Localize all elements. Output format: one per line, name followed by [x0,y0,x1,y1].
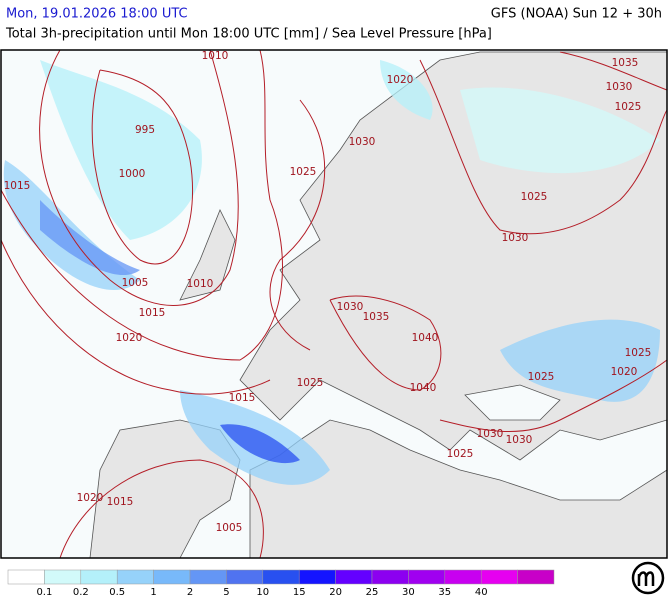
isobar-label: 1035 [612,57,639,69]
legend-swatch [298,569,336,585]
logo [631,561,665,595]
legend-label: 35 [438,587,451,598]
legend-label: 25 [366,587,379,598]
isobar-label: 1005 [122,277,149,289]
isobar-label: 1025 [528,371,555,383]
isobar-label: 1000 [119,168,146,180]
legend-swatch [116,569,154,585]
isobar-label: 1030 [477,428,504,440]
legend-label: 10 [256,587,269,598]
isobar-label: 1015 [4,180,31,192]
isobar-label: 1025 [615,101,642,113]
isobar-label: 1025 [447,448,474,460]
header-title: Mon, 19.01.2026 18:00 UTC [6,7,188,22]
legend-label: 20 [329,587,342,598]
isobar-label: 1025 [625,347,652,359]
isobar-label: 1030 [349,136,376,148]
black-sea [464,384,561,421]
map-frame [0,49,668,559]
isobar-label: 1025 [290,166,317,178]
legend-swatch [226,569,264,585]
legend-label: 30 [402,587,415,598]
isobar-label: 1010 [202,50,229,62]
isobar-label: 1020 [611,366,638,378]
isobar-label: 995 [135,124,155,136]
header-model: GFS (NOAA) Sun 12 + 30h [491,7,662,22]
isobar-label: 1015 [229,392,256,404]
legend-swatch [7,569,45,585]
isobar-label: 1030 [606,81,633,93]
legend-label: 0.2 [73,587,89,598]
legend-label: 0.1 [36,587,52,598]
land [89,51,668,559]
legend-swatch [371,569,409,585]
isobar-label: 1020 [387,74,414,86]
isobar-label: 1005 [216,522,243,534]
legend-label: 40 [475,587,488,598]
isobar-label: 1030 [337,301,364,313]
isobar-label: 1040 [412,332,439,344]
legend-swatch [44,569,82,585]
header-subtitle: Total 3h-precipitation until Mon 18:00 U… [5,27,492,42]
isobar-label: 1035 [363,311,390,323]
isobars [0,49,668,559]
legend-swatch [335,569,373,585]
precipitation [3,60,660,485]
isobar-label: 1020 [77,492,104,504]
legend-label: 5 [223,587,229,598]
legend-swatch [517,569,555,585]
legend-label: 2 [187,587,193,598]
legend-label: 15 [293,587,306,598]
legend-swatch [153,569,191,585]
isobar-label: 1030 [506,434,533,446]
legend-swatch [408,569,446,585]
isobar-label: 1030 [502,232,529,244]
legend-swatch [262,569,300,585]
legend-label: 1 [150,587,156,598]
isobar-label: 1015 [139,307,166,319]
isobar-label: 1025 [521,191,548,203]
legend-label: 0.5 [109,587,125,598]
isobar-label: 1025 [297,377,324,389]
legend-swatch [444,569,482,585]
isobar-label: 1015 [107,496,134,508]
legend-swatch [189,569,227,585]
isobar-label: 1010 [187,278,214,290]
isobar-label: 1040 [410,382,437,394]
legend-swatch [480,569,518,585]
legend-swatch [80,569,118,585]
isobar-label: 1020 [116,332,143,344]
legend: 0.1 0.2 0.5 1 2 5 10 15 20 25 30 35 40 [7,569,555,598]
